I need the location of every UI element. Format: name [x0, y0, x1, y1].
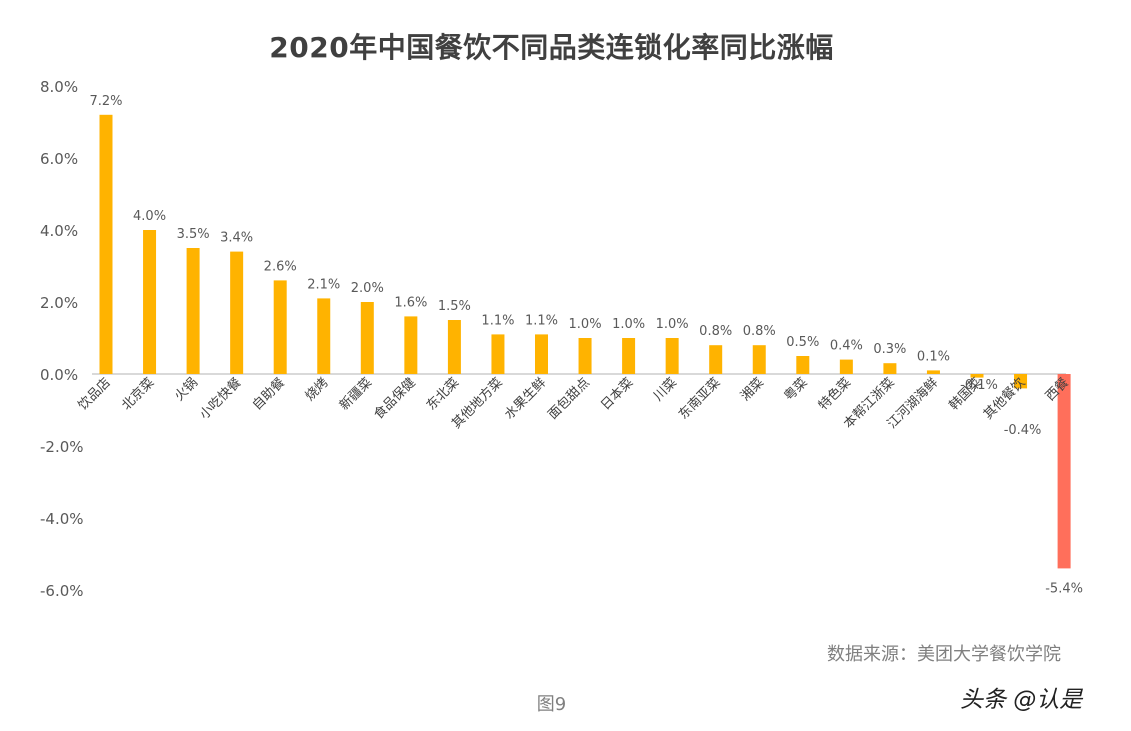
value-label: 4.0% [133, 209, 166, 224]
y-tick-label: 8.0% [40, 78, 78, 96]
y-tick-label: -4.0% [40, 510, 84, 528]
bar [752, 345, 766, 374]
value-label: -0.1% [960, 378, 998, 393]
x-tick-label: 川菜 [651, 375, 680, 404]
x-tick-label: 烧烤 [303, 375, 332, 404]
value-label: 2.1% [307, 277, 340, 292]
chart-title: 2020年中国餐饮不同品类连锁化率同比涨幅 [269, 31, 834, 64]
x-tick-label: 东北菜 [424, 375, 462, 413]
value-label: 0.3% [873, 342, 906, 357]
y-tick-label: 0.0% [40, 366, 78, 384]
value-label: 1.0% [569, 317, 602, 332]
bar [970, 374, 984, 378]
x-tick-label: 面包甜点 [545, 375, 593, 423]
value-label: 0.8% [699, 324, 732, 339]
value-label: 1.5% [438, 299, 471, 314]
value-label: 2.6% [264, 259, 297, 274]
bar [926, 370, 940, 374]
bar [143, 230, 157, 374]
y-tick-label: 2.0% [40, 294, 78, 312]
figure-caption: 图9 [536, 694, 567, 715]
bars [99, 114, 1071, 569]
bar [839, 359, 853, 374]
x-tick-label: 北京菜 [119, 375, 157, 413]
x-tick-label: 东南亚菜 [675, 375, 723, 423]
bar [230, 251, 244, 374]
bar [186, 248, 200, 374]
value-label: 0.4% [830, 339, 863, 354]
value-label: 2.0% [351, 281, 384, 296]
x-tick-label: 小吃快餐 [196, 375, 244, 423]
bar [447, 320, 461, 374]
value-label: 1.6% [394, 295, 427, 310]
bar [796, 356, 810, 374]
y-tick-label: 6.0% [40, 150, 78, 168]
source-note: 数据来源：美团大学餐饮学院 [827, 644, 1061, 665]
bar [273, 280, 287, 374]
bar [883, 363, 897, 374]
value-label: 3.5% [177, 227, 210, 242]
bar [578, 338, 592, 374]
value-label: 1.1% [481, 313, 514, 328]
bar [404, 316, 418, 374]
bar [1014, 374, 1028, 389]
watermark: 头条 @认是 [960, 687, 1083, 713]
bar [1057, 374, 1071, 569]
x-tick-label: 日本菜 [598, 375, 636, 413]
value-label: 1.0% [612, 317, 645, 332]
value-label: 1.1% [525, 313, 558, 328]
value-label: 3.4% [220, 231, 253, 246]
bar [317, 298, 331, 374]
bar [360, 302, 374, 374]
x-tick-label: 水果生鲜 [502, 375, 549, 422]
x-tick-label: 火锅 [171, 375, 201, 405]
bar [665, 338, 679, 374]
y-tick-label: -2.0% [40, 438, 84, 456]
bar [535, 334, 548, 374]
x-tick-label: 湘菜 [738, 375, 767, 404]
value-label: -0.4% [1004, 423, 1042, 438]
bar [491, 334, 505, 374]
value-label: 0.5% [786, 335, 819, 350]
value-label: 1.0% [656, 317, 689, 332]
value-labels: 7.2% 4.0% 3.5% 3.4% 2.6% 2.1% 2.0% 1.6% 1.5% 1.1%… [89, 94, 1082, 597]
y-tick-label: 4.0% [40, 222, 78, 240]
x-tick-label: 新疆菜 [336, 375, 375, 414]
y-tick-label: -6.0% [40, 582, 84, 600]
x-tick-label: 特色菜 [815, 375, 854, 414]
y-axis: 8.0% 6.0% 4.0% 2.0% 0.0% -2.0% -4.0% -6.0% [40, 78, 84, 600]
value-label: 0.8% [743, 324, 776, 339]
bar [622, 338, 636, 374]
x-tick-label: 食品保健 [371, 375, 419, 423]
x-tick-label: 饮品店 [76, 375, 114, 413]
value-label: -5.4% [1045, 581, 1083, 596]
bar [99, 114, 113, 375]
value-label: 7.2% [89, 94, 122, 109]
x-tick-label: 自助餐 [249, 375, 288, 414]
bar [709, 345, 723, 374]
value-label: 0.1% [917, 349, 950, 364]
x-tick-label: 粤菜 [781, 375, 811, 405]
